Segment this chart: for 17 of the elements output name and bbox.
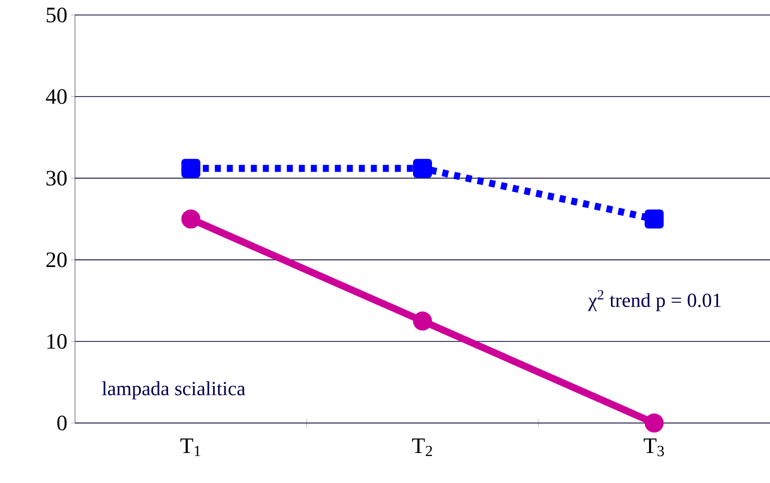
x-tick-label: T$_{1}$ xyxy=(180,438,200,456)
x-tick-label: T$_{3}$ xyxy=(644,438,664,456)
y-tick-label: 40 xyxy=(46,89,67,104)
y-tick-label: 0 xyxy=(57,416,67,430)
y-tick-label: 20 xyxy=(46,252,67,268)
point xyxy=(181,158,200,178)
y-tick-label: 10 xyxy=(47,334,67,349)
annotation: lampada scialitica xyxy=(102,381,246,400)
y-tick-label: 30 xyxy=(46,170,67,186)
point xyxy=(413,158,432,178)
x-tick-label: T$_{2}$ xyxy=(412,438,432,456)
point xyxy=(181,210,200,229)
annotation: χ$^{2}$ trend p = 0.01 xyxy=(588,290,721,312)
point xyxy=(644,414,664,432)
y-tick-label: 50 xyxy=(46,8,67,22)
point xyxy=(644,210,664,229)
point xyxy=(413,312,432,330)
